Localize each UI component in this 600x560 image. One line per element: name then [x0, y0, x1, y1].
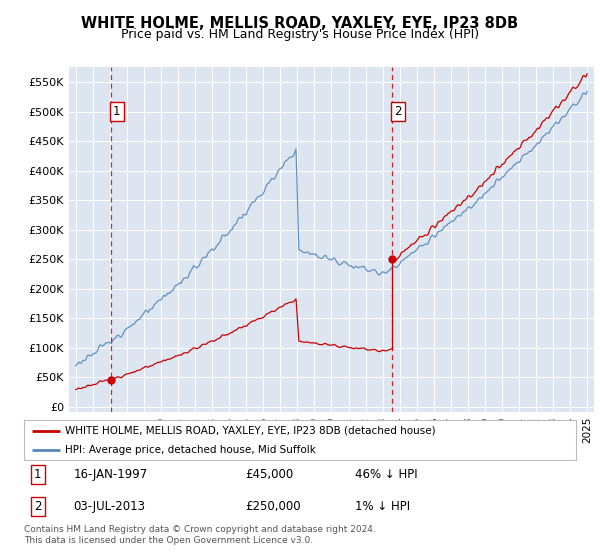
Text: 2: 2 [394, 105, 402, 118]
Text: 2: 2 [34, 500, 41, 513]
Text: Contains HM Land Registry data © Crown copyright and database right 2024.
This d: Contains HM Land Registry data © Crown c… [24, 525, 376, 545]
Text: Price paid vs. HM Land Registry's House Price Index (HPI): Price paid vs. HM Land Registry's House … [121, 28, 479, 41]
Text: 1% ↓ HPI: 1% ↓ HPI [355, 500, 410, 513]
Text: 1: 1 [113, 105, 121, 118]
Text: 46% ↓ HPI: 46% ↓ HPI [355, 468, 418, 481]
Text: 16-JAN-1997: 16-JAN-1997 [74, 468, 148, 481]
Text: WHITE HOLME, MELLIS ROAD, YAXLEY, EYE, IP23 8DB: WHITE HOLME, MELLIS ROAD, YAXLEY, EYE, I… [82, 16, 518, 31]
Text: £250,000: £250,000 [245, 500, 301, 513]
Text: HPI: Average price, detached house, Mid Suffolk: HPI: Average price, detached house, Mid … [65, 445, 316, 455]
Text: 03-JUL-2013: 03-JUL-2013 [74, 500, 146, 513]
Text: 1: 1 [34, 468, 41, 481]
Text: £45,000: £45,000 [245, 468, 293, 481]
Text: WHITE HOLME, MELLIS ROAD, YAXLEY, EYE, IP23 8DB (detached house): WHITE HOLME, MELLIS ROAD, YAXLEY, EYE, I… [65, 426, 436, 436]
